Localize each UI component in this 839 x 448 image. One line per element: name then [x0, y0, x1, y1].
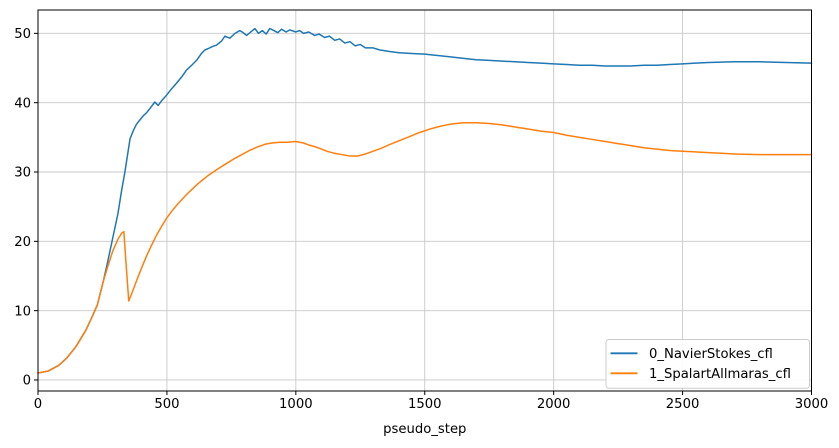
- axis-ticks: [34, 32, 812, 395]
- x-tick-label: 2000: [537, 397, 571, 412]
- axis-tick-labels: 0 500 1000 1500 2000 2500 3000 0 10 20 30 40 50: [14, 27, 828, 412]
- x-tick-label: 1500: [408, 397, 442, 412]
- x-tick-label: 3000: [795, 397, 829, 412]
- series-line-1_SpalartAllmaras_cfl: [37, 122, 813, 374]
- legend-label-navierstokes: 0_NavierStokes_cfl: [649, 347, 773, 362]
- y-tick-label: 0: [23, 374, 31, 389]
- y-tick-label: 20: [14, 235, 31, 250]
- x-tick-label: 2500: [666, 397, 700, 412]
- x-tick-label: 0: [34, 397, 42, 412]
- data-series: [37, 27, 813, 374]
- y-tick-label: 40: [14, 96, 31, 111]
- gridlines: [37, 10, 812, 391]
- legend-box: [605, 339, 810, 389]
- series-line-0_NavierStokes_cfl: [37, 27, 813, 374]
- y-tick-label: 50: [14, 27, 31, 42]
- x-tick-label: 1000: [279, 397, 313, 412]
- legend-label-spalartallmaras: 1_SpalartAllmaras_cfl: [649, 367, 791, 382]
- legend: 0_NavierStokes_cfl 1_SpalartAllmaras_cfl: [605, 339, 810, 389]
- y-tick-label: 10: [14, 304, 31, 319]
- x-axis-label: pseudo_step: [383, 422, 466, 437]
- x-tick-label: 500: [154, 397, 179, 412]
- y-tick-label: 30: [14, 166, 31, 181]
